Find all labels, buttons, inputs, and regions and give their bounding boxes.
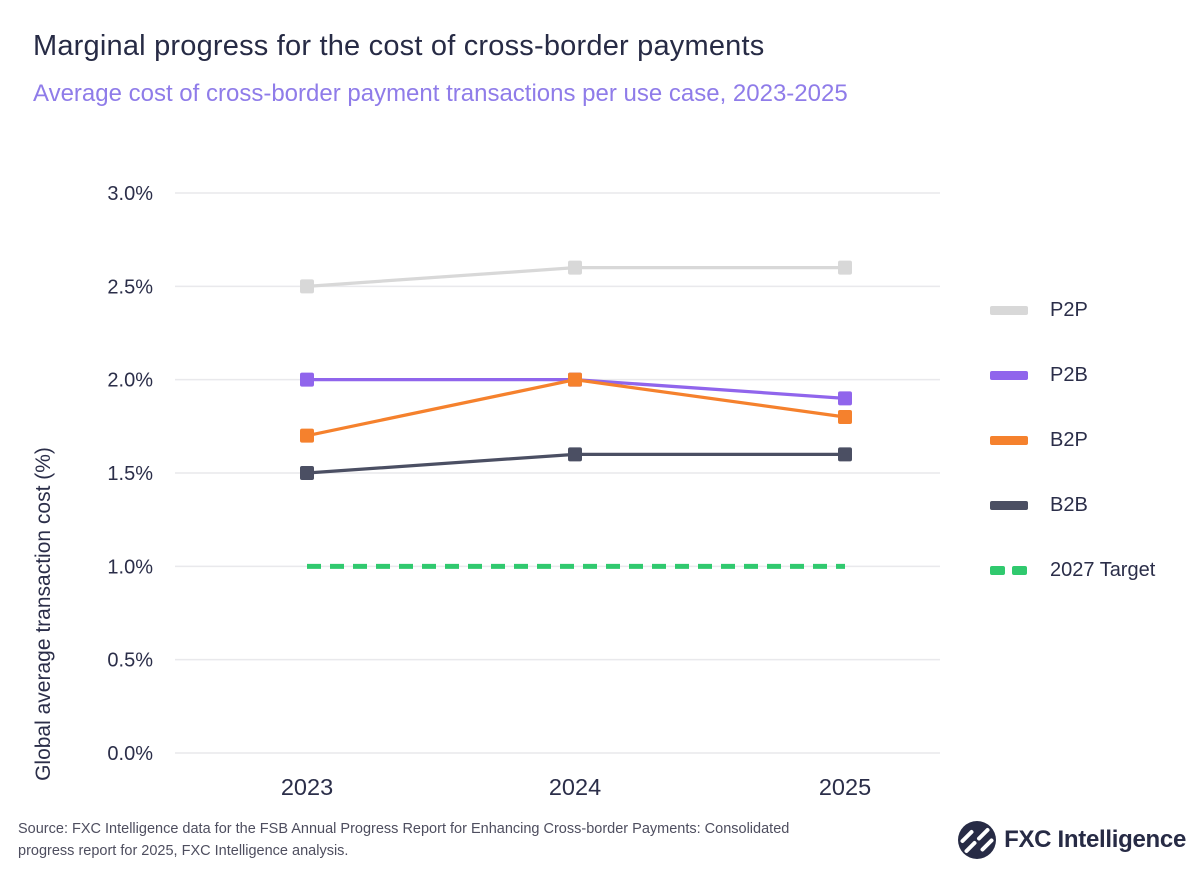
legend-swatch bbox=[990, 500, 1028, 510]
series-line-b2p bbox=[306, 378, 846, 438]
x-tick-label: 2024 bbox=[549, 774, 601, 800]
y-tick-label: 0.0% bbox=[107, 743, 153, 765]
series-marker-b2p bbox=[568, 372, 582, 387]
legend-swatch bbox=[990, 565, 1028, 575]
legend-label: B2P bbox=[1050, 428, 1088, 451]
y-tick-label: 2.5% bbox=[107, 276, 153, 298]
series-marker-b2p bbox=[300, 428, 314, 443]
legend-item-p2p: P2P bbox=[990, 296, 1155, 324]
x-tick-label: 2023 bbox=[281, 774, 333, 800]
series-marker-b2b bbox=[300, 466, 314, 480]
series-marker-p2b bbox=[300, 372, 314, 387]
y-tick-label: 1.5% bbox=[107, 463, 153, 485]
series-marker-b2p bbox=[838, 410, 852, 424]
logo-text: FXC Intelligence bbox=[1004, 826, 1186, 854]
page-title: Marginal progress for the cost of cross-… bbox=[33, 30, 765, 62]
footer: Source: FXC Intelligence data for the FS… bbox=[18, 818, 1186, 863]
series-marker-p2p bbox=[568, 260, 582, 275]
legend-swatch bbox=[990, 305, 1028, 315]
x-tick-label: 2025 bbox=[819, 774, 871, 800]
line-chart: 3.0% 2.5% 2.0% 1.5% 1.0% 0.5% 0.0% 2023 2024 2025… bbox=[0, 140, 960, 820]
series-marker-p2p bbox=[838, 260, 852, 275]
legend-item-p2b: P2B bbox=[990, 361, 1155, 389]
legend-item-2027-target: 2027 Target bbox=[990, 556, 1155, 584]
legend-item-b2p: B2P bbox=[990, 426, 1155, 454]
legend: P2P P2B B2P B2B 2027 Target bbox=[990, 296, 1155, 621]
legend-item-b2b: B2B bbox=[990, 491, 1155, 519]
logo-globe-icon bbox=[958, 821, 997, 860]
source-text: Source: FXC Intelligence data for the FS… bbox=[18, 821, 790, 860]
y-tick-label: 3.0% bbox=[107, 183, 153, 205]
y-tick-label: 1.0% bbox=[107, 556, 153, 578]
legend-label: 2027 Target bbox=[1050, 558, 1156, 581]
line-chart-canvas: 3.0% 2.5% 2.0% 1.5% 1.0% 0.5% 0.0% 2023 2024 2025 bbox=[107, 183, 940, 800]
y-tick-label: 2.0% bbox=[107, 370, 153, 392]
legend-label: P2P bbox=[1050, 298, 1088, 321]
series-marker-p2p bbox=[300, 279, 314, 294]
y-tick-label: 0.5% bbox=[107, 650, 153, 672]
page-subtitle: Average cost of cross-border payment tra… bbox=[33, 80, 848, 107]
y-axis-label: Global average transaction cost (%) bbox=[32, 447, 55, 781]
legend-swatch bbox=[990, 370, 1028, 380]
fxc-logo: FXC Intelligence bbox=[958, 821, 1186, 860]
series-marker-b2b bbox=[838, 447, 852, 462]
series-marker-p2b bbox=[838, 391, 852, 406]
legend-label: B2B bbox=[1050, 493, 1088, 516]
legend-label: P2B bbox=[1050, 363, 1088, 386]
series-marker-b2b bbox=[568, 447, 582, 462]
legend-swatch bbox=[990, 435, 1028, 445]
